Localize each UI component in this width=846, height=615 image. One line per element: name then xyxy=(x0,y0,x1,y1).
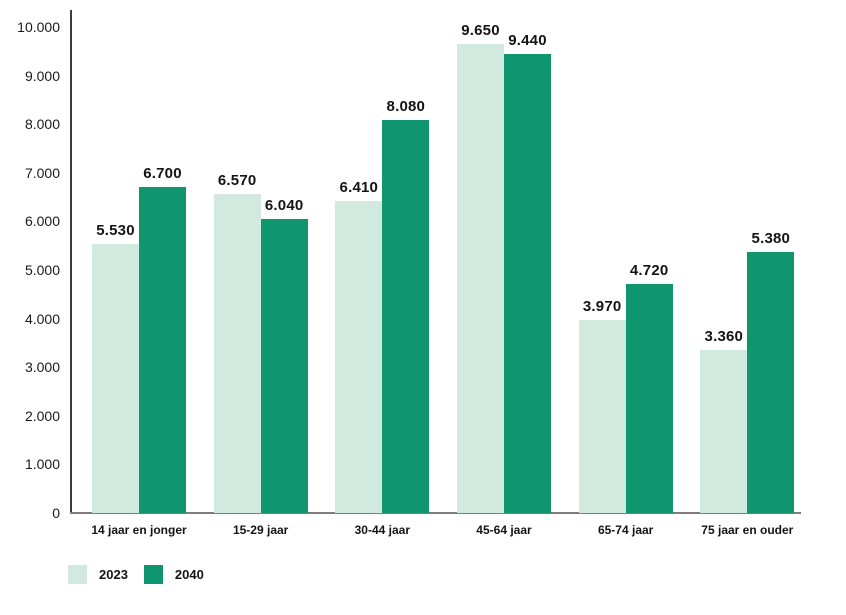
x-axis-label: 45-64 jaar xyxy=(476,523,532,537)
x-axis-label: 15-29 jaar xyxy=(232,523,289,537)
y-tick-label: 2.000 xyxy=(24,407,60,424)
bar-value-label: 5.530 xyxy=(96,222,135,240)
plot-area: 5.530 6.700 6.570 6.040 6.410 8.080 9.650 9.440… xyxy=(70,22,800,513)
bar-2040 xyxy=(260,219,308,513)
bar-2040 xyxy=(504,54,551,513)
legend-label: 2040 xyxy=(174,567,204,582)
y-tick-label: 9.000 xyxy=(24,67,60,84)
bar-2023 xyxy=(578,320,626,513)
x-axis-label: 14 jaar en jonger xyxy=(91,523,187,537)
y-tick-label: 0 xyxy=(52,505,60,521)
x-axis xyxy=(70,512,801,514)
y-axis xyxy=(70,10,72,514)
bar-value-label: 9.650 xyxy=(461,22,500,40)
y-tick-label: 3.000 xyxy=(24,359,60,376)
x-axis-label: 30-44 jaar xyxy=(354,523,411,537)
legend-label: 2023 xyxy=(99,567,128,582)
bar-value-label: 6.700 xyxy=(143,165,182,183)
legend-swatch-2040 xyxy=(143,565,163,584)
x-axis-label: 75 jaar en ouder xyxy=(701,523,794,537)
bar-2040 xyxy=(382,120,430,513)
legend-item: 2023 xyxy=(68,565,128,584)
x-axis-label: 65-74 jaar xyxy=(597,523,654,537)
bar-value-label: 8.080 xyxy=(386,98,426,116)
y-tick-label: 4.000 xyxy=(24,310,60,327)
bar-2040 xyxy=(747,251,795,513)
bar-2040 xyxy=(139,187,186,513)
legend-swatch-2023 xyxy=(68,565,87,584)
bar-2040 xyxy=(625,283,673,513)
bar-value-label: 3.360 xyxy=(704,327,744,345)
bar-2023 xyxy=(335,201,383,513)
bar-value-label: 9.440 xyxy=(508,32,547,50)
y-tick-label: 6.000 xyxy=(24,213,60,230)
bar-value-label: 6.570 xyxy=(217,171,257,189)
y-tick-label: 1.000 xyxy=(24,456,60,473)
bar-2023 xyxy=(457,44,504,513)
bar-value-label: 5.380 xyxy=(751,229,791,247)
bar-value-label: 3.970 xyxy=(582,298,622,316)
legend: 2023 2040 xyxy=(68,565,204,584)
legend-item: 2040 xyxy=(143,565,204,584)
y-tick-label: 10.000 xyxy=(17,19,60,35)
bar-value-label: 6.040 xyxy=(264,197,304,215)
y-tick-label: 5.000 xyxy=(24,262,60,278)
bar-value-label: 6.410 xyxy=(339,179,379,197)
y-tick-label: 8.000 xyxy=(24,116,60,133)
bar-2023 xyxy=(700,349,748,513)
bar-value-label: 4.720 xyxy=(629,261,669,279)
y-tick-label: 7.000 xyxy=(24,164,60,181)
bar-2023 xyxy=(92,244,139,513)
bar-2023 xyxy=(213,193,261,513)
